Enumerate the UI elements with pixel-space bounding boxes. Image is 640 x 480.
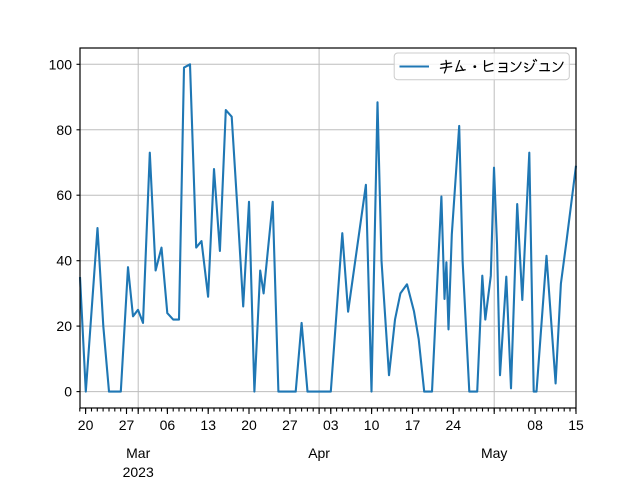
svg-text:24: 24	[446, 417, 462, 433]
svg-text:15: 15	[568, 417, 584, 433]
svg-text:10: 10	[364, 417, 380, 433]
svg-text:13: 13	[200, 417, 216, 433]
svg-text:06: 06	[160, 417, 176, 433]
svg-text:20: 20	[241, 417, 257, 433]
svg-text:60: 60	[56, 187, 72, 203]
svg-text:20: 20	[78, 417, 94, 433]
svg-text:0: 0	[64, 384, 72, 400]
svg-text:17: 17	[405, 417, 421, 433]
svg-text:40: 40	[56, 253, 72, 269]
svg-text:100: 100	[49, 56, 73, 72]
svg-text:03: 03	[323, 417, 339, 433]
svg-text:27: 27	[282, 417, 298, 433]
svg-text:May: May	[481, 445, 507, 461]
svg-text:2023: 2023	[123, 464, 154, 480]
svg-text:27: 27	[119, 417, 135, 433]
svg-text:20: 20	[56, 318, 72, 334]
svg-text:Apr: Apr	[308, 445, 330, 461]
svg-text:08: 08	[527, 417, 543, 433]
svg-text:80: 80	[56, 122, 72, 138]
svg-text:Mar: Mar	[126, 445, 150, 461]
